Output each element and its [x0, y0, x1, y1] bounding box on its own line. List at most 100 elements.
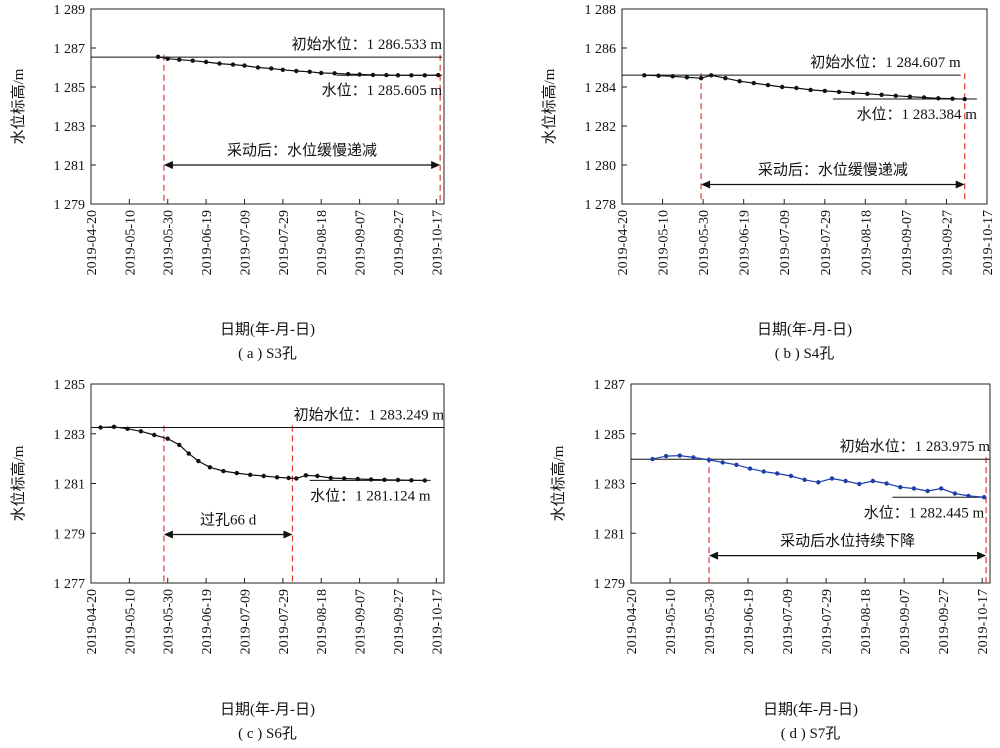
data-point: [925, 488, 930, 494]
arrow-left-icon: [163, 530, 173, 539]
y-tick-label: 1 285: [54, 378, 86, 393]
x-tick-label: 2019-05-30: [162, 210, 177, 275]
data-point: [981, 495, 987, 500]
y-tick-label: 1 285: [54, 81, 86, 96]
chart-panel-2: 1 277 1 279 1 281 1 283 1 285 2019-04-20 2019-…: [10, 378, 445, 742]
data-point: [822, 88, 827, 94]
y-tick-label: 1 281: [54, 478, 86, 493]
data-point: [382, 477, 387, 482]
data-point: [395, 477, 401, 483]
series-line: [157, 56, 439, 76]
data-point: [242, 63, 247, 68]
span-arrow-label: 采动后：水位缓慢递减: [227, 142, 377, 159]
arrow-right-icon: [955, 180, 965, 189]
data-point: [345, 71, 351, 77]
data-point: [723, 76, 728, 81]
x-axis-label: 日期(年-月-日): [763, 701, 858, 718]
y-tick-label: 1 281: [594, 527, 626, 542]
data-point: [395, 73, 401, 78]
x-axis-label: 日期(年-月-日): [220, 321, 315, 338]
span-arrow-label: 采动后水位持续下降: [780, 533, 915, 550]
data-point: [342, 476, 347, 481]
span-arrow-label: 过孔66 d: [200, 511, 257, 528]
x-tick-label: 2019-07-29: [820, 589, 835, 654]
data-point: [884, 481, 889, 486]
x-tick-label: 2019-05-10: [123, 210, 138, 275]
data-point: [177, 57, 182, 62]
initial-level-label: 初始水位：1 286.533 m: [292, 36, 443, 53]
data-point: [303, 473, 309, 478]
arrow-left-icon: [163, 161, 173, 169]
data-point: [670, 74, 675, 79]
data-point: [802, 477, 807, 482]
x-tick-label: 2019-08-18: [315, 589, 330, 654]
data-point: [952, 491, 958, 496]
data-point: [221, 468, 226, 474]
data-point: [328, 475, 333, 481]
x-tick-label: 2019-07-09: [778, 210, 793, 275]
data-point: [808, 87, 813, 93]
data-point: [816, 480, 821, 485]
x-tick-label: 2019-09-27: [937, 589, 952, 654]
x-tick-label: 2019-07-09: [238, 210, 253, 275]
y-tick-label: 1 284: [585, 81, 617, 96]
x-tick-label: 2019-06-19: [200, 210, 215, 275]
data-point: [261, 473, 266, 479]
y-axis-label: 水位标高/m: [10, 445, 27, 521]
data-point: [950, 96, 955, 101]
data-point: [152, 432, 157, 438]
data-point: [165, 56, 170, 61]
x-tick-label: 2019-05-30: [703, 589, 718, 654]
y-axis-label: 水位标高/m: [550, 445, 567, 521]
chart-panel-0: 1 279 1 281 1 283 1 285 1 287 1 289 2019-04-20…: [10, 3, 445, 362]
plot-frame: [621, 8, 988, 205]
x-tick-label: 2019-05-30: [697, 210, 712, 275]
data-point: [111, 424, 117, 429]
data-point: [709, 73, 714, 78]
data-point: [698, 76, 704, 81]
initial-level-label: 初始水位：1 283.975 m: [840, 438, 991, 455]
y-tick-label: 1 286: [585, 42, 617, 57]
data-point: [642, 73, 647, 78]
data-point: [794, 85, 799, 91]
data-point: [332, 71, 337, 76]
y-axis-label: 水位标高/m: [10, 68, 27, 144]
x-axis-label: 日期(年-月-日): [757, 321, 852, 338]
data-point: [165, 436, 170, 441]
panel-caption: ( c ) S6孔: [238, 725, 297, 742]
data-point: [186, 451, 191, 456]
data-point: [706, 457, 712, 463]
series-line: [652, 454, 985, 498]
data-point: [355, 476, 360, 482]
data-point: [691, 455, 696, 460]
data-point: [720, 460, 725, 465]
data-point: [788, 473, 794, 479]
x-tick-label: 2019-06-19: [200, 589, 215, 654]
x-tick-label: 2019-09-27: [940, 210, 955, 275]
x-tick-label: 2019-07-29: [277, 589, 292, 654]
arrow-right-icon: [431, 161, 441, 169]
data-point: [921, 95, 927, 100]
y-tick-label: 1 289: [54, 3, 86, 18]
data-point: [280, 67, 285, 73]
x-tick-label: 2019-08-18: [859, 589, 874, 654]
y-tick-label: 1 287: [54, 42, 86, 57]
data-point: [422, 73, 427, 78]
x-tick-label: 2019-07-09: [781, 589, 796, 654]
x-tick-label: 2019-05-30: [162, 589, 177, 654]
data-point: [234, 470, 239, 476]
x-axis-label: 日期(年-月-日): [220, 701, 315, 718]
data-point: [939, 486, 944, 491]
data-point: [422, 478, 427, 483]
data-point: [893, 93, 898, 99]
data-point: [370, 72, 376, 78]
data-point: [966, 493, 971, 499]
y-axis-label: 水位标高/m: [541, 68, 558, 144]
arrow-left-icon: [709, 551, 719, 560]
x-tick-label: 2019-05-10: [657, 210, 672, 275]
data-point: [155, 54, 161, 59]
x-tick-label: 2019-04-20: [616, 210, 631, 275]
data-point: [677, 453, 682, 458]
y-tick-label: 1 283: [594, 478, 626, 493]
data-point: [319, 70, 324, 76]
